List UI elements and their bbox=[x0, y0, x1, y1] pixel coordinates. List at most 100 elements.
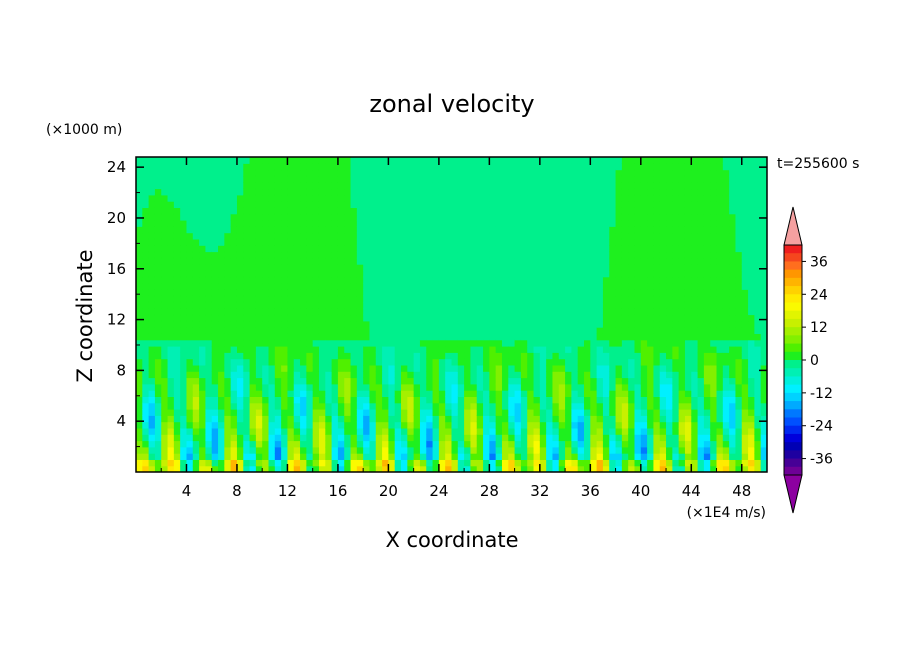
field-cell bbox=[552, 459, 560, 467]
field-cell bbox=[312, 339, 320, 347]
field-cell bbox=[274, 301, 282, 309]
field-cell bbox=[729, 446, 737, 454]
field-cell bbox=[388, 446, 396, 454]
field-cell bbox=[659, 207, 667, 215]
field-cell bbox=[735, 257, 743, 265]
field-cell bbox=[501, 352, 509, 360]
field-cell bbox=[741, 182, 749, 190]
field-cell bbox=[533, 346, 541, 353]
field-cell bbox=[476, 308, 484, 316]
field-cell bbox=[527, 251, 535, 259]
field-cell bbox=[407, 390, 415, 397]
field-cell bbox=[672, 377, 680, 385]
field-cell bbox=[754, 245, 762, 253]
field-cell bbox=[609, 175, 617, 183]
field-cell bbox=[445, 415, 453, 423]
field-cell bbox=[697, 226, 705, 234]
field-cell bbox=[369, 402, 377, 410]
field-cell bbox=[508, 409, 516, 416]
field-cell bbox=[571, 194, 579, 202]
field-cell bbox=[148, 346, 156, 353]
field-cell bbox=[596, 371, 604, 379]
field-cell bbox=[375, 421, 383, 429]
field-cell bbox=[154, 308, 162, 316]
field-cell bbox=[394, 327, 402, 334]
field-cell bbox=[609, 346, 617, 353]
field-cell bbox=[672, 163, 680, 171]
field-cell bbox=[350, 257, 358, 265]
field-cell bbox=[546, 358, 554, 366]
field-cell bbox=[489, 446, 497, 454]
field-cell bbox=[211, 446, 219, 454]
field-cell bbox=[533, 371, 541, 379]
field-cell bbox=[318, 327, 326, 334]
field-cell bbox=[609, 440, 617, 448]
field-cell bbox=[318, 182, 326, 190]
field-cell bbox=[565, 396, 572, 404]
field-cell bbox=[615, 201, 623, 208]
field-cell bbox=[394, 402, 402, 410]
field-cell bbox=[451, 175, 459, 183]
field-cell bbox=[331, 182, 339, 190]
field-cell bbox=[394, 264, 402, 271]
field-cell bbox=[394, 383, 402, 391]
field-cell bbox=[192, 427, 200, 435]
field-cell bbox=[369, 169, 377, 177]
field-cell bbox=[293, 440, 301, 448]
field-cell bbox=[558, 257, 566, 265]
field-cell bbox=[375, 270, 383, 278]
field-cell bbox=[621, 251, 629, 259]
field-cell bbox=[218, 314, 225, 322]
field-cell bbox=[451, 453, 459, 460]
field-cell bbox=[577, 402, 585, 410]
field-cell bbox=[186, 358, 194, 366]
field-cell bbox=[356, 220, 364, 227]
field-cell bbox=[464, 383, 472, 391]
field-cell bbox=[748, 371, 755, 379]
field-cell bbox=[684, 390, 692, 397]
field-cell bbox=[634, 434, 642, 442]
field-cell bbox=[558, 163, 566, 171]
field-cell bbox=[161, 434, 169, 442]
field-cell bbox=[729, 251, 737, 259]
field-cell bbox=[136, 383, 143, 391]
field-cell bbox=[590, 201, 598, 208]
field-cell bbox=[722, 383, 730, 391]
field-cell bbox=[325, 320, 333, 328]
field-cell bbox=[565, 251, 572, 259]
field-cell bbox=[653, 409, 661, 416]
field-cell bbox=[628, 465, 636, 472]
field-cell bbox=[287, 377, 295, 385]
field-cell bbox=[306, 333, 314, 341]
field-cell bbox=[312, 434, 320, 442]
field-cell bbox=[716, 453, 724, 460]
field-cell bbox=[300, 459, 307, 467]
field-cell bbox=[703, 157, 711, 164]
field-cell bbox=[293, 364, 301, 372]
field-cell bbox=[483, 421, 490, 429]
field-cell bbox=[363, 314, 371, 322]
field-cell bbox=[274, 402, 282, 410]
field-cell bbox=[407, 207, 415, 215]
field-cell bbox=[703, 264, 711, 271]
field-cell bbox=[419, 333, 427, 341]
field-cell bbox=[281, 346, 289, 353]
field-cell bbox=[167, 283, 175, 290]
field-cell bbox=[640, 226, 648, 234]
field-cell bbox=[274, 182, 282, 190]
field-cell bbox=[136, 427, 143, 435]
field-cell bbox=[344, 390, 352, 397]
field-cell bbox=[615, 421, 623, 429]
field-cell bbox=[394, 308, 402, 316]
field-cell bbox=[375, 352, 383, 360]
field-cell bbox=[684, 201, 692, 208]
field-cell bbox=[457, 295, 465, 303]
field-cell bbox=[615, 465, 623, 472]
field-cell bbox=[577, 352, 585, 360]
field-cell bbox=[621, 289, 629, 297]
field-cell bbox=[331, 175, 339, 183]
field-cell bbox=[539, 352, 547, 360]
field-cell bbox=[703, 283, 711, 290]
field-cell bbox=[236, 465, 244, 472]
field-cell bbox=[344, 314, 352, 322]
